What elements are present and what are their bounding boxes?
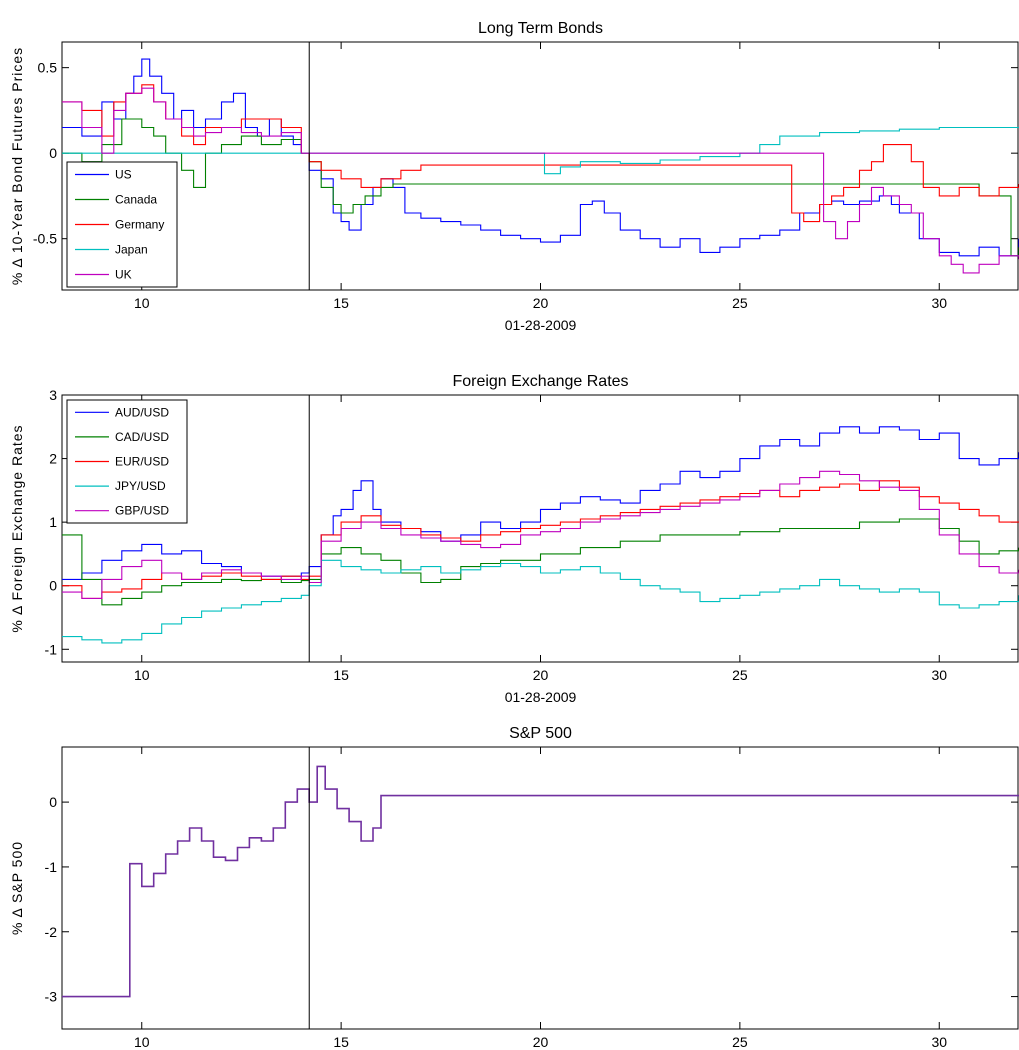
series-group bbox=[62, 765, 1019, 998]
x-axis-label: 01-28-2009 bbox=[505, 317, 577, 333]
y-tick-label: 3 bbox=[49, 387, 57, 403]
chart-title: Long Term Bonds bbox=[478, 20, 603, 37]
y-tick-label: 2 bbox=[49, 451, 57, 467]
series-line-gbp-usd bbox=[62, 470, 1019, 599]
plot-frame bbox=[61, 746, 1019, 1030]
legend: US Canada Germany Japan UK bbox=[66, 161, 178, 288]
series-line-aud-usd bbox=[62, 426, 1019, 580]
legend-label: AUD/USD bbox=[115, 405, 169, 419]
legend-label: JPY/USD bbox=[115, 479, 166, 493]
x-tick-label: 10 bbox=[134, 1034, 150, 1050]
x-tick-label: 15 bbox=[333, 667, 349, 683]
x-tick-label: 20 bbox=[533, 295, 549, 311]
x-tick-label: 15 bbox=[333, 1034, 349, 1050]
x-tick-label: 30 bbox=[931, 667, 947, 683]
x-tick-label: 25 bbox=[732, 295, 748, 311]
chart-panel-1: Long Term Bonds 10 15 20 25 30 0.5 0 -0.5 01-28-2… bbox=[9, 20, 1019, 333]
y-axis-label: % Δ Foreign Exchange Rates bbox=[9, 424, 25, 632]
legend-label: CAD/USD bbox=[115, 430, 169, 444]
x-tick-label: 30 bbox=[931, 295, 947, 311]
x-tick-label: 15 bbox=[333, 295, 349, 311]
y-tick-label: 0 bbox=[49, 794, 57, 810]
y-tick-label: -2 bbox=[45, 924, 58, 940]
series-line-japan bbox=[62, 126, 1019, 175]
y-tick-label: 1 bbox=[49, 514, 57, 530]
legend-label: US bbox=[115, 168, 132, 182]
legend-label: GBP/USD bbox=[115, 504, 169, 518]
legend-label: Canada bbox=[115, 193, 157, 207]
y-tick-label: -0.5 bbox=[33, 231, 57, 247]
legend-label: EUR/USD bbox=[115, 455, 169, 469]
series-line-eur-usd bbox=[62, 480, 1019, 599]
series-line-sp500 bbox=[62, 765, 1019, 998]
y-tick-label: -1 bbox=[45, 641, 58, 657]
legend: AUD/USD CAD/USD EUR/USD JPY/USD GBP/USD bbox=[66, 399, 188, 524]
legend-label: Japan bbox=[115, 243, 148, 257]
y-tick-label: 0.5 bbox=[38, 60, 58, 76]
series-line-jpy-usd bbox=[62, 559, 1019, 644]
series-line-us bbox=[62, 58, 1019, 257]
y-tick-label: 0 bbox=[49, 578, 57, 594]
series-line-uk bbox=[62, 87, 1019, 274]
series-line-cad-usd bbox=[62, 518, 1019, 606]
y-tick-label: -3 bbox=[45, 989, 58, 1005]
x-tick-label: 20 bbox=[533, 667, 549, 683]
chart-title: Foreign Exchange Rates bbox=[452, 373, 628, 390]
x-axis-label: 01-28-2009 bbox=[505, 689, 577, 705]
x-tick-label: 30 bbox=[931, 1034, 947, 1050]
legend-label: Germany bbox=[115, 218, 164, 232]
y-tick-label: -1 bbox=[45, 859, 58, 875]
y-tick-label: 0 bbox=[49, 145, 57, 161]
chart-title: S&P 500 bbox=[509, 725, 572, 742]
series-group bbox=[62, 58, 1019, 274]
y-axis-label: % Δ S&P 500 bbox=[9, 841, 25, 935]
series-group bbox=[62, 426, 1019, 644]
x-tick-label: 25 bbox=[732, 667, 748, 683]
x-tick-label: 10 bbox=[134, 295, 150, 311]
x-tick-label: 10 bbox=[134, 667, 150, 683]
legend-label: UK bbox=[115, 268, 132, 282]
x-tick-label: 20 bbox=[533, 1034, 549, 1050]
y-axis-label: % Δ 10-Year Bond Futures Prices bbox=[9, 47, 25, 285]
x-tick-label: 25 bbox=[732, 1034, 748, 1050]
